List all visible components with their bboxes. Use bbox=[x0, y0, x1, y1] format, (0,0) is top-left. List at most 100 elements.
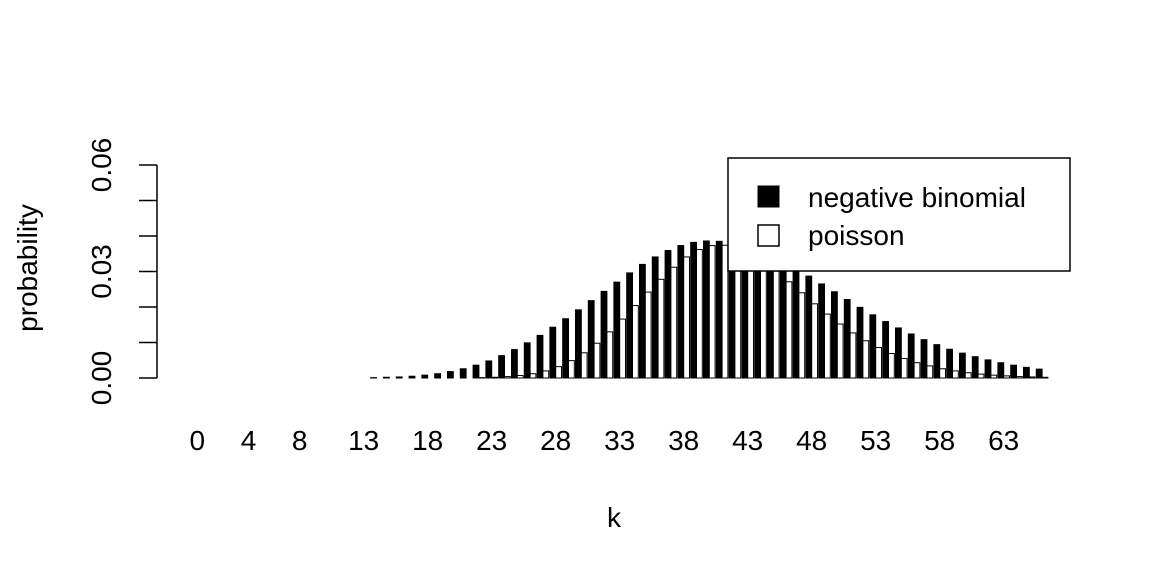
bar-poisson bbox=[964, 372, 972, 379]
legend-label-poisson: poisson bbox=[808, 220, 905, 251]
bar-negative-binomial bbox=[971, 356, 979, 379]
bar-poisson bbox=[606, 331, 614, 379]
bar-poisson bbox=[760, 261, 767, 379]
bar-poisson bbox=[939, 368, 947, 379]
x-tick-label: 33 bbox=[604, 425, 635, 456]
bar-negative-binomial bbox=[600, 290, 608, 379]
bar-poisson bbox=[836, 323, 844, 379]
bar-poisson bbox=[619, 318, 627, 379]
legend-label-negative-binomial: negative binomial bbox=[808, 182, 1026, 213]
bar-poisson bbox=[1041, 376, 1049, 379]
y-tick-label: 0.03 bbox=[86, 244, 117, 299]
x-tick-label: 38 bbox=[668, 425, 699, 456]
bar-poisson bbox=[747, 253, 755, 379]
bar-poisson bbox=[913, 362, 921, 379]
bar-poisson bbox=[491, 376, 499, 379]
bar-negative-binomial bbox=[639, 263, 646, 379]
bar-negative-binomial bbox=[421, 374, 429, 379]
bar-negative-binomial bbox=[869, 314, 877, 379]
bar-negative-binomial bbox=[792, 268, 800, 379]
bar-poisson bbox=[657, 278, 665, 379]
bar-negative-binomial bbox=[920, 339, 928, 379]
x-axis-label: k bbox=[607, 502, 622, 533]
x-tick-label: 4 bbox=[241, 425, 257, 456]
bar-negative-binomial bbox=[511, 349, 518, 379]
bar-poisson bbox=[504, 376, 511, 379]
bar-poisson bbox=[593, 342, 601, 379]
x-tick-label: 13 bbox=[348, 425, 379, 456]
bar-negative-binomial bbox=[562, 318, 570, 379]
bar-poisson bbox=[1003, 375, 1011, 379]
bar-negative-binomial bbox=[459, 368, 467, 379]
bar-negative-binomial bbox=[613, 281, 621, 379]
bar-negative-binomial bbox=[651, 256, 659, 379]
legend-swatch-negative-binomial bbox=[757, 185, 780, 208]
bar-negative-binomial bbox=[549, 326, 557, 379]
bar-poisson bbox=[580, 352, 588, 379]
bar-negative-binomial bbox=[843, 299, 851, 379]
x-tick-label: 48 bbox=[796, 425, 827, 456]
bar-negative-binomial bbox=[703, 240, 710, 379]
bar-negative-binomial bbox=[959, 352, 966, 379]
bar-negative-binomial bbox=[677, 245, 685, 379]
bar-poisson bbox=[900, 357, 908, 379]
bar-negative-binomial bbox=[587, 300, 595, 379]
bar-poisson bbox=[824, 313, 831, 379]
y-tick-label: 0.00 bbox=[86, 351, 117, 406]
bar-negative-binomial bbox=[882, 321, 890, 379]
bar-poisson bbox=[977, 373, 985, 379]
bar-poisson bbox=[849, 332, 857, 379]
x-tick-labels: 0 4 8 13 18 23 28 33 38 43 48 53 58 63 bbox=[190, 425, 1020, 456]
legend-box bbox=[727, 157, 1071, 272]
bars-group bbox=[370, 240, 1049, 379]
bar-negative-binomial bbox=[984, 359, 992, 379]
bar-poisson bbox=[644, 291, 652, 379]
bar-negative-binomial bbox=[434, 373, 442, 379]
bar-negative-binomial bbox=[779, 261, 787, 379]
bar-negative-binomial bbox=[907, 333, 915, 379]
bar-poisson bbox=[798, 292, 806, 379]
x-tick-label: 43 bbox=[732, 425, 763, 456]
bar-poisson bbox=[696, 248, 703, 379]
bar-negative-binomial bbox=[831, 291, 838, 379]
bar-poisson bbox=[721, 244, 729, 379]
bar-negative-binomial bbox=[805, 275, 813, 379]
y-axis: 0.00 0.03 0.06 bbox=[86, 138, 158, 406]
bar-poisson bbox=[862, 340, 870, 379]
bar-negative-binomial bbox=[395, 376, 403, 379]
bar-negative-binomial bbox=[626, 272, 634, 379]
bar-negative-binomial bbox=[818, 283, 826, 379]
bar-negative-binomial bbox=[1010, 364, 1018, 379]
bar-poisson bbox=[926, 365, 934, 379]
x-tick-label: 63 bbox=[988, 425, 1019, 456]
bar-negative-binomial bbox=[485, 360, 493, 379]
x-tick-label: 58 bbox=[924, 425, 955, 456]
bar-poisson bbox=[875, 346, 883, 379]
bar-poisson bbox=[811, 303, 819, 379]
bar-negative-binomial bbox=[447, 371, 454, 379]
bar-poisson bbox=[785, 281, 793, 379]
legend: negative binomial poisson bbox=[727, 157, 1071, 272]
legend-swatch-poisson bbox=[757, 224, 780, 247]
bar-poisson bbox=[952, 370, 959, 379]
bar-poisson bbox=[670, 266, 678, 379]
x-tick-label: 18 bbox=[412, 425, 443, 456]
bar-poisson bbox=[529, 373, 537, 379]
bar-negative-binomial bbox=[1023, 366, 1030, 379]
bar-poisson bbox=[708, 245, 716, 379]
bar-negative-binomial bbox=[933, 344, 941, 379]
bar-negative-binomial bbox=[946, 348, 954, 379]
bar-negative-binomial bbox=[767, 254, 774, 379]
bar-negative-binomial bbox=[856, 306, 864, 379]
bar-negative-binomial bbox=[536, 334, 544, 379]
bar-poisson bbox=[516, 375, 524, 379]
bar-negative-binomial bbox=[383, 376, 390, 379]
bar-poisson bbox=[1028, 376, 1036, 379]
bar-negative-binomial bbox=[1035, 368, 1043, 379]
bar-negative-binomial bbox=[523, 342, 531, 379]
bar-poisson bbox=[888, 353, 895, 379]
bar-negative-binomial bbox=[690, 241, 698, 379]
bar-poisson bbox=[1016, 376, 1023, 379]
x-tick-label: 28 bbox=[540, 425, 571, 456]
